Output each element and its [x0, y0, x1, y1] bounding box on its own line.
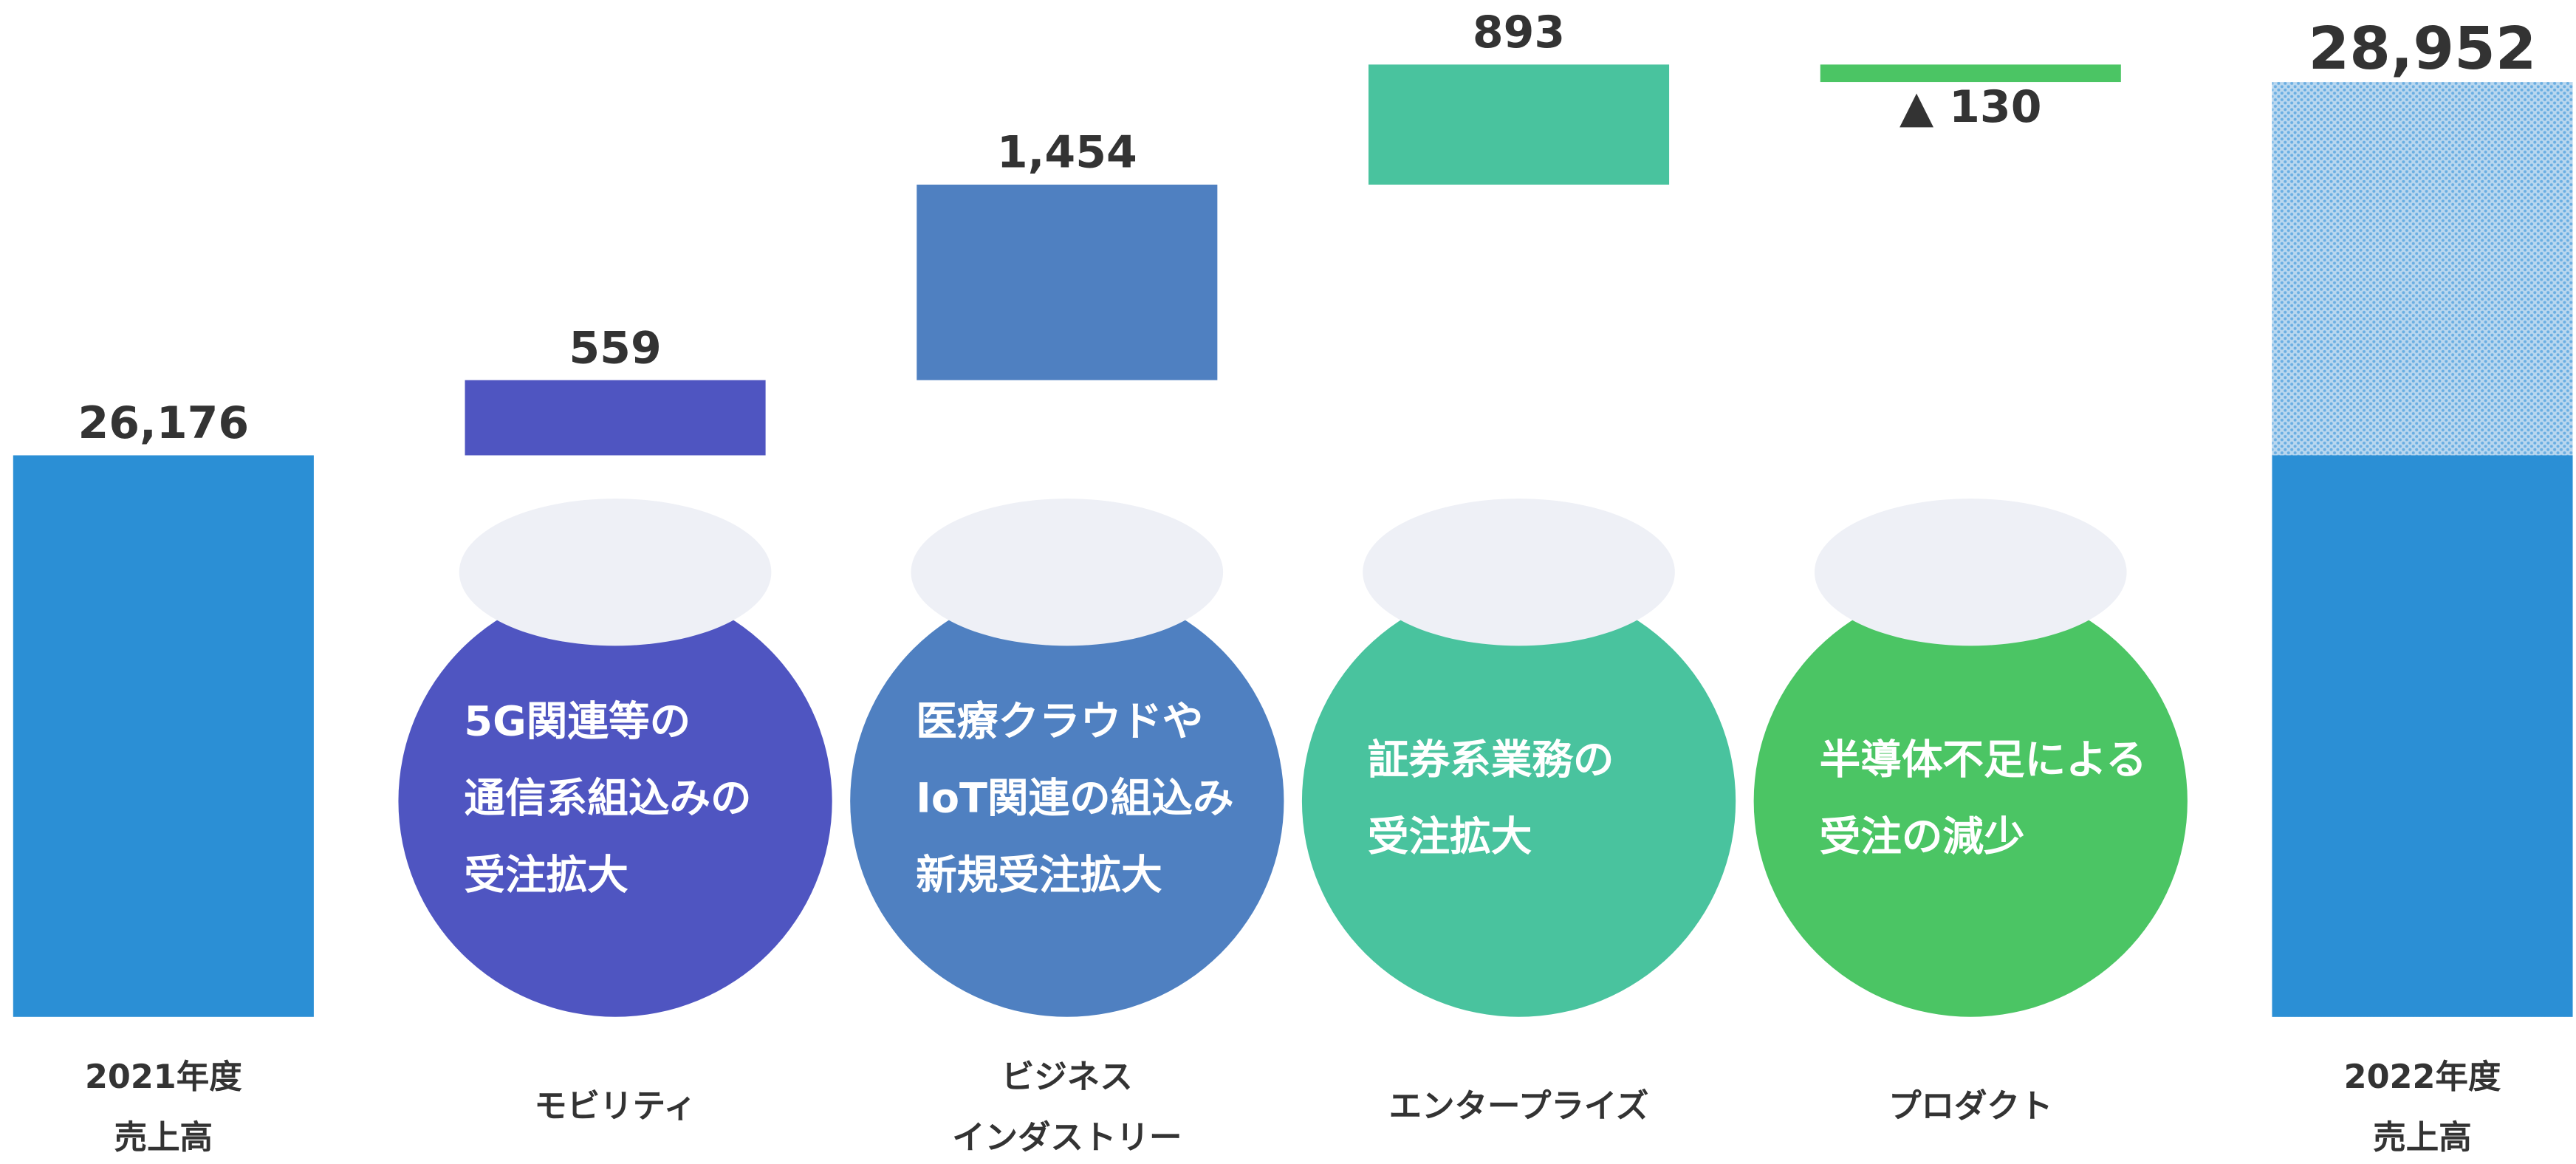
annotation-text: 通信系組込みの	[464, 776, 751, 823]
annotation-text: 受注の減少	[1820, 814, 2025, 861]
annotation-text: 受注拡大	[464, 852, 628, 900]
bar-base	[2272, 455, 2572, 1016]
illustration	[459, 499, 772, 646]
illustration	[1815, 499, 2127, 646]
value-label: 28,952	[2309, 14, 2537, 83]
value-label: 559	[569, 323, 661, 374]
annotation-circle	[1754, 585, 2188, 1016]
annotation-text: 半導体不足による	[1820, 737, 2147, 784]
annotation-text: 証券系業務の	[1368, 737, 1614, 784]
category-label: 2021年度	[85, 1058, 242, 1096]
bar	[1820, 64, 2121, 82]
illustration	[1363, 499, 1675, 646]
bar	[13, 455, 314, 1016]
value-label: 893	[1473, 7, 1565, 58]
annotation-text: IoT関連の組込み	[916, 776, 1233, 823]
page: {"chart_data": {"type": "waterfall", "ca…	[0, 0, 2576, 1164]
annotation-text: 医療クラウドや	[916, 699, 1203, 746]
value-label: 1,454	[997, 127, 1137, 179]
annotation-text: 5G関連等の	[464, 699, 691, 746]
illustration	[911, 499, 1223, 646]
bar	[1368, 64, 1669, 185]
bar	[917, 185, 1217, 380]
category-label: 2022年度	[2344, 1058, 2501, 1096]
annotation-circle	[1302, 585, 1736, 1016]
chart: 26,1762021年度売上高559モビリティ1,454ビジネスインダストリー8…	[0, 0, 2576, 1164]
category-label: 売上高	[114, 1119, 213, 1157]
category-label: ビジネス	[1001, 1058, 1133, 1096]
value-label: 26,176	[78, 397, 249, 449]
category-label: モビリティ	[534, 1088, 696, 1126]
category-label: エンタープライズ	[1389, 1088, 1649, 1126]
category-label: プロダクト	[1888, 1088, 2052, 1126]
category-label: 売上高	[2373, 1119, 2471, 1157]
annotation-text: 受注拡大	[1368, 814, 1532, 861]
category-label: インダストリー	[952, 1119, 1182, 1157]
bar	[465, 380, 766, 456]
value-label: ▲ 130	[1900, 81, 2041, 133]
annotation-text: 新規受注拡大	[916, 852, 1162, 900]
